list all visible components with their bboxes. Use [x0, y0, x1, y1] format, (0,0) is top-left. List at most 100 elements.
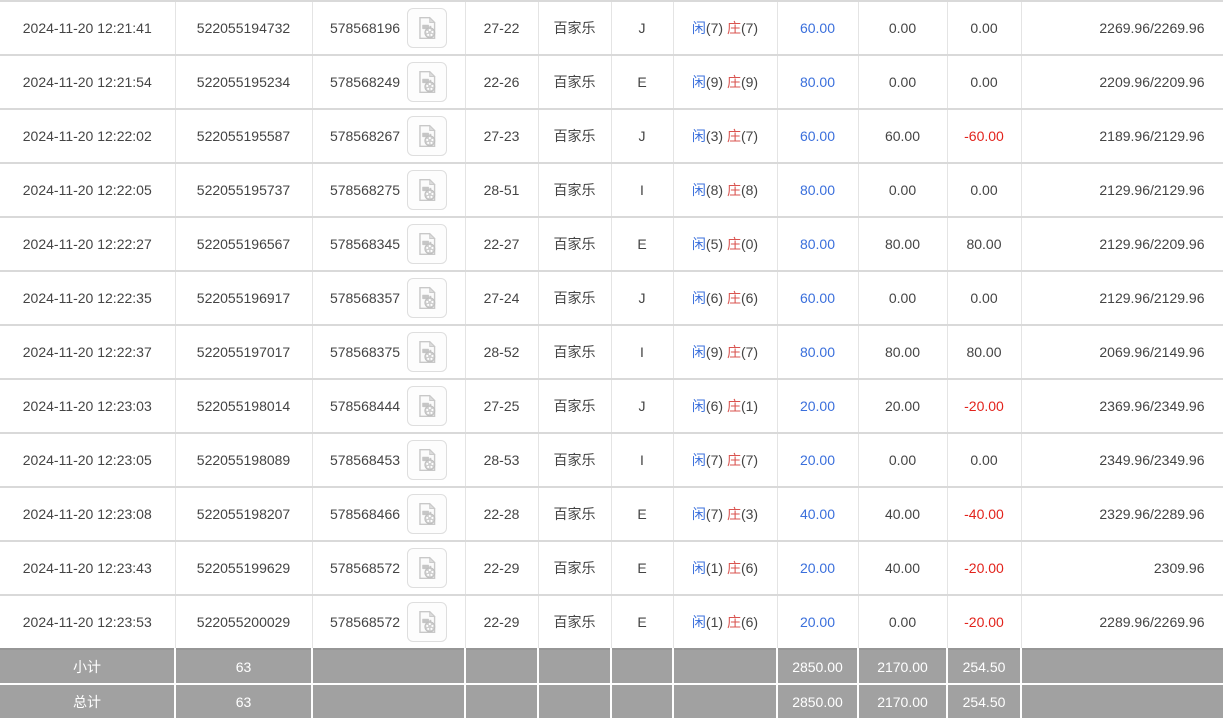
video-file-icon	[414, 177, 440, 203]
video-replay-button[interactable]	[407, 224, 448, 264]
table-row: 2024-11-20 12:22:05 522055195737 5785682…	[0, 162, 1223, 217]
game-id-value: 578568357	[329, 290, 401, 306]
video-replay-button[interactable]	[407, 602, 448, 642]
game-type-cell: 百家乐	[538, 162, 612, 217]
video-replay-button[interactable]	[407, 332, 448, 372]
table-row: 2024-11-20 12:22:02 522055195587 5785682…	[0, 108, 1223, 163]
valid-bet-cell: 0.00	[858, 270, 948, 325]
game-id-value: 578568275	[329, 182, 401, 198]
banker-score: (6)	[740, 614, 759, 630]
player-label: 闲	[691, 236, 706, 252]
table-row: 2024-11-20 12:23:08 522055198207 5785684…	[0, 486, 1223, 541]
result-letter-cell: E	[611, 486, 674, 541]
empty-cell	[538, 683, 612, 718]
game-id-cell: 578568196	[312, 0, 466, 55]
game-id-cell: 578568275	[312, 162, 466, 217]
result-letter-cell: J	[611, 378, 674, 433]
win-loss-cell: 0.00	[947, 0, 1022, 55]
order-id-cell: 522055198089	[175, 432, 313, 487]
game-type-cell: 百家乐	[538, 432, 612, 487]
game-id-cell: 578568375	[312, 324, 466, 379]
video-file-icon	[414, 501, 440, 527]
banker-label: 庄	[726, 614, 741, 630]
table-row: 2024-11-20 12:23:53 522055200029 5785685…	[0, 594, 1223, 649]
win-loss-cell: 80.00	[947, 324, 1022, 379]
time-cell: 2024-11-20 12:23:05	[0, 432, 176, 487]
result-cell: 闲(9) 庄(7)	[673, 324, 778, 379]
player-score: (9)	[705, 344, 724, 360]
result-letter-cell: J	[611, 0, 674, 55]
order-id-cell: 522055197017	[175, 324, 313, 379]
table-row: 2024-11-20 12:22:37 522055197017 5785683…	[0, 324, 1223, 379]
banker-score: (8)	[740, 182, 759, 198]
player-score: (7)	[705, 20, 724, 36]
subtotal-row: 小计 63 2850.00 2170.00 254.50	[0, 648, 1223, 684]
player-score: (6)	[705, 398, 724, 414]
subtotal-bet: 2850.00	[777, 648, 859, 684]
player-score: (1)	[705, 560, 724, 576]
table-body: 2024-11-20 12:21:41 522055194732 5785681…	[0, 0, 1223, 649]
result-letter-cell: E	[611, 540, 674, 595]
game-type-cell: 百家乐	[538, 54, 612, 109]
result-letter-cell: J	[611, 270, 674, 325]
game-id-cell: 578568357	[312, 270, 466, 325]
video-replay-button[interactable]	[407, 440, 448, 480]
bet-amount-cell: 80.00	[777, 162, 859, 217]
result-cell: 闲(5) 庄(0)	[673, 216, 778, 271]
result-letter-cell: J	[611, 108, 674, 163]
result-cell: 闲(7) 庄(3)	[673, 486, 778, 541]
valid-bet-cell: 80.00	[858, 324, 948, 379]
empty-cell	[1021, 648, 1223, 684]
empty-cell	[465, 648, 539, 684]
video-replay-button[interactable]	[407, 8, 448, 48]
balance-cell: 2329.96/2289.96	[1021, 486, 1223, 541]
banker-score: (3)	[740, 506, 759, 522]
empty-cell	[465, 683, 539, 718]
video-replay-button[interactable]	[407, 386, 448, 426]
banker-label: 庄	[726, 290, 741, 306]
video-replay-button[interactable]	[407, 278, 448, 318]
time-cell: 2024-11-20 12:22:37	[0, 324, 176, 379]
subtotal-count: 63	[175, 648, 313, 684]
valid-bet-cell: 60.00	[858, 108, 948, 163]
valid-bet-cell: 80.00	[858, 216, 948, 271]
balance-cell: 2129.96/2129.96	[1021, 162, 1223, 217]
result-cell: 闲(1) 庄(6)	[673, 540, 778, 595]
result-cell: 闲(6) 庄(1)	[673, 378, 778, 433]
bet-amount-cell: 20.00	[777, 378, 859, 433]
order-id-cell: 522055195587	[175, 108, 313, 163]
win-loss-cell: 0.00	[947, 270, 1022, 325]
balance-cell: 2129.96/2209.96	[1021, 216, 1223, 271]
banker-score: (7)	[740, 344, 759, 360]
game-type-cell: 百家乐	[538, 540, 612, 595]
valid-bet-cell: 0.00	[858, 54, 948, 109]
time-cell: 2024-11-20 12:23:08	[0, 486, 176, 541]
video-file-icon	[414, 123, 440, 149]
game-id-value: 578568196	[329, 20, 401, 36]
balance-cell: 2309.96	[1021, 540, 1223, 595]
result-letter-cell: E	[611, 54, 674, 109]
video-replay-button[interactable]	[407, 494, 448, 534]
result-letter-cell: I	[611, 162, 674, 217]
result-letter-cell: I	[611, 324, 674, 379]
video-replay-button[interactable]	[407, 62, 448, 102]
bet-amount-cell: 80.00	[777, 216, 859, 271]
order-id-cell: 522055199629	[175, 540, 313, 595]
player-score: (6)	[705, 290, 724, 306]
game-id-cell: 578568453	[312, 432, 466, 487]
video-replay-button[interactable]	[407, 548, 448, 588]
video-file-icon	[414, 231, 440, 257]
shoe-round-cell: 28-52	[465, 324, 539, 379]
bet-amount-cell: 20.00	[777, 594, 859, 649]
game-id-value: 578568249	[329, 74, 401, 90]
banker-score: (9)	[740, 74, 759, 90]
game-type-cell: 百家乐	[538, 594, 612, 649]
win-loss-cell: -20.00	[947, 540, 1022, 595]
game-type-cell: 百家乐	[538, 108, 612, 163]
video-replay-button[interactable]	[407, 170, 448, 210]
bet-amount-cell: 80.00	[777, 324, 859, 379]
video-replay-button[interactable]	[407, 116, 448, 156]
empty-cell	[312, 648, 466, 684]
win-loss-cell: 80.00	[947, 216, 1022, 271]
